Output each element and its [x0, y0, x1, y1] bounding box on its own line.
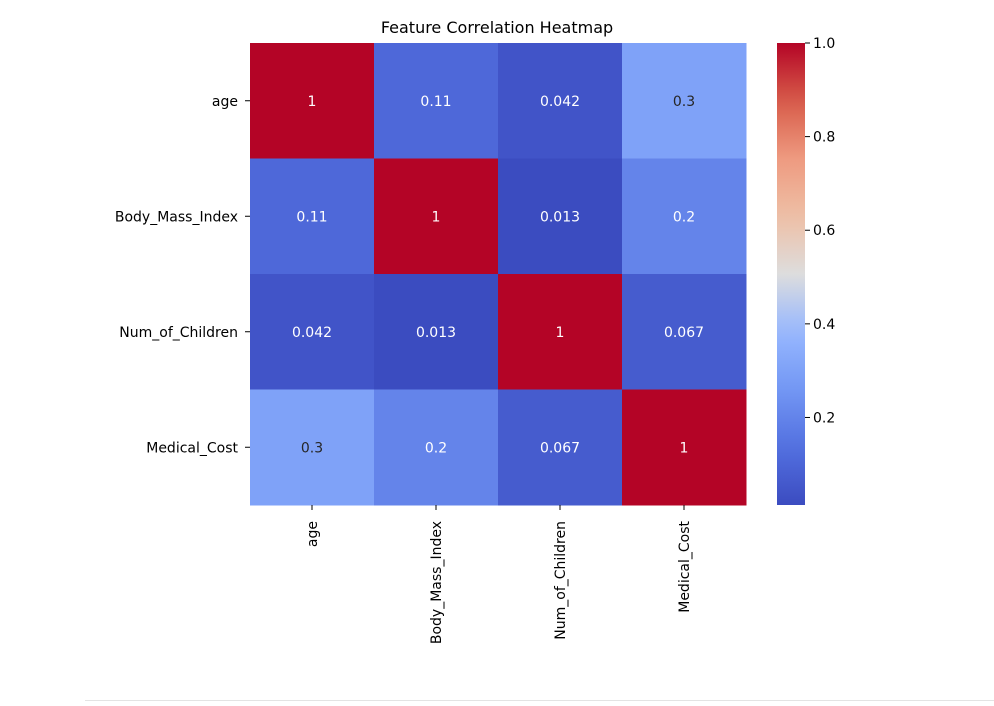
heatmap-cell-body-mass-index-medical-cost	[622, 158, 747, 275]
colorbar-tick-label: 0.8	[813, 130, 835, 146]
heatmap-cell-body-mass-index-num-of-children	[498, 158, 623, 275]
cell-value-label: 1	[556, 325, 565, 341]
y-tick-label-num-of-children: Num_of_Children	[119, 325, 238, 341]
cell-value-label: 0.11	[296, 209, 327, 225]
y-tick-label-medical-cost: Medical_Cost	[146, 440, 238, 456]
column-tick-labels: age Body_Mass_Index Num_of_Children Medical…	[305, 505, 693, 644]
cell-value-label: 0.042	[540, 94, 580, 110]
x-tick-label-age: age	[305, 521, 321, 547]
cell-value-label: 0.067	[540, 440, 580, 456]
heatmap-cell-medical-cost-age	[250, 389, 375, 506]
cell-value-label: 1	[680, 440, 689, 456]
cell-value-label: 0.2	[425, 440, 447, 456]
cell-value-label: 1	[308, 94, 317, 110]
x-tick-label-num-of-children: Num_of_Children	[553, 521, 569, 640]
cell-value-label: 0.2	[673, 209, 695, 225]
row-tick-labels: age Body_Mass_Index Num_of_Children Medical…	[115, 94, 250, 456]
chart-title: Feature Correlation Heatmap	[381, 18, 613, 37]
heatmap-cell-num-of-children-medical-cost	[622, 274, 747, 390]
colorbar-tick-label: 1.0	[813, 36, 835, 52]
heatmap-cell-num-of-children-age	[250, 274, 375, 390]
x-tick-label-medical-cost: Medical_Cost	[677, 520, 693, 612]
cell-value-label: 0.11	[420, 94, 451, 110]
x-tick-label-body-mass-index: Body_Mass_Index	[429, 521, 445, 644]
cell-value-label: 1	[432, 209, 441, 225]
y-tick-label-body-mass-index: Body_Mass_Index	[115, 209, 238, 225]
heatmap-cell-age-body-mass-index	[374, 43, 499, 159]
heatmap-cell-age-age	[250, 43, 375, 159]
cell-value-label: 0.3	[673, 94, 695, 110]
cell-value-label: 0.3	[301, 440, 323, 456]
cell-value-label: 0.067	[664, 325, 704, 341]
cell-value-label: 0.042	[292, 325, 332, 341]
colorbar-tick-label: 0.4	[813, 317, 835, 333]
heatmap-cell-medical-cost-num-of-children	[498, 389, 623, 506]
cell-value-label: 0.013	[540, 209, 580, 225]
heatmap-cell-age-num-of-children	[498, 43, 623, 159]
colorbar: 0.2 0.4 0.6 0.8 1.0	[777, 36, 835, 505]
heatmap-cell-age-medical-cost	[622, 43, 747, 159]
heatmap-cell-body-mass-index-age	[250, 158, 375, 275]
colorbar-tick-label: 0.6	[813, 223, 835, 239]
heatmap-cell-medical-cost-medical-cost	[622, 389, 747, 506]
colorbar-tick-label: 0.2	[813, 410, 835, 426]
heatmap-cells: 1 0.11 0.042 0.3 0.11 1 0.013 0.2 0.042 0.013 1 0.0…	[250, 43, 747, 506]
heatmap-cell-num-of-children-num-of-children	[498, 274, 623, 390]
colorbar-gradient	[777, 43, 805, 505]
cell-value-label: 0.013	[416, 325, 456, 341]
heatmap-cell-medical-cost-body-mass-index	[374, 389, 499, 506]
heatmap-cell-num-of-children-body-mass-index	[374, 274, 499, 390]
y-tick-label-age: age	[212, 94, 238, 110]
heatmap-cell-body-mass-index-body-mass-index	[374, 158, 499, 275]
output-divider	[85, 700, 994, 701]
